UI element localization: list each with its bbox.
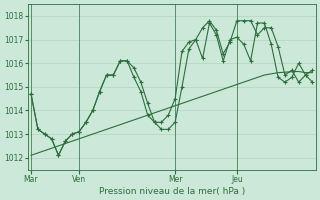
X-axis label: Pression niveau de la mer( hPa ): Pression niveau de la mer( hPa ) [99, 187, 245, 196]
